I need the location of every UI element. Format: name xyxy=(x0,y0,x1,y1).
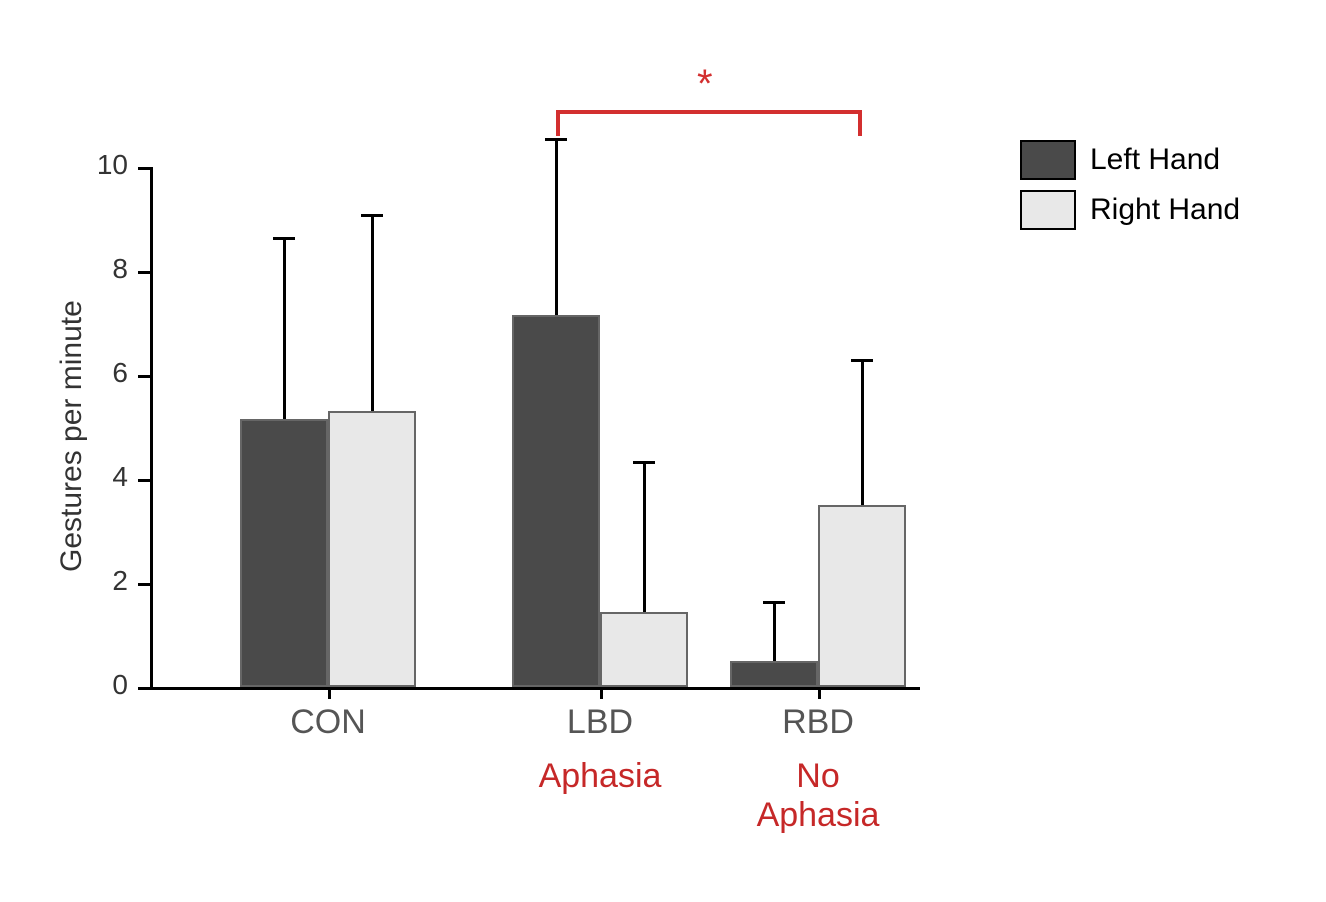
y-tick xyxy=(138,167,150,170)
significance-star: * xyxy=(697,62,713,107)
y-axis-title: Gestures per minute xyxy=(55,300,89,572)
legend-item-left: Left Hand xyxy=(1020,140,1220,180)
x-tick-label: CON xyxy=(258,703,398,742)
x-tick xyxy=(328,687,331,699)
legend-item-right: Right Hand xyxy=(1020,190,1240,230)
error-bar xyxy=(283,237,286,419)
legend-swatch-right xyxy=(1020,190,1076,230)
y-tick-label: 2 xyxy=(88,565,128,597)
x-tick xyxy=(600,687,603,699)
y-tick xyxy=(138,583,150,586)
y-tick xyxy=(138,375,150,378)
error-bar-cap xyxy=(763,601,785,604)
error-bar xyxy=(555,138,558,315)
error-bar xyxy=(643,461,646,612)
error-bar-cap xyxy=(361,214,383,217)
bar-con-right xyxy=(328,411,416,687)
x-tick-label: RBD xyxy=(748,703,888,742)
y-tick-label: 4 xyxy=(88,461,128,493)
y-tick xyxy=(138,687,150,690)
error-bar-cap xyxy=(273,237,295,240)
error-bar-cap xyxy=(633,461,655,464)
error-bar-cap xyxy=(851,359,873,362)
bar-lbd-right xyxy=(600,612,688,687)
y-tick-label: 8 xyxy=(88,253,128,285)
bar-rbd-right xyxy=(818,505,906,687)
x-axis-line xyxy=(150,687,920,690)
y-axis-line xyxy=(150,167,153,687)
error-bar-cap xyxy=(545,138,567,141)
y-tick-label: 10 xyxy=(88,149,128,181)
significance-bracket-v xyxy=(858,110,862,136)
legend-label-left: Left Hand xyxy=(1090,143,1220,177)
x-tick-label: LBD xyxy=(530,703,670,742)
significance-bracket-v xyxy=(556,110,560,136)
annotation-rbd: NoAphasia xyxy=(728,757,908,835)
y-tick-label: 6 xyxy=(88,357,128,389)
y-tick xyxy=(138,271,150,274)
error-bar xyxy=(861,359,864,505)
significance-bracket-h xyxy=(556,110,862,114)
legend-swatch-left xyxy=(1020,140,1076,180)
x-tick xyxy=(818,687,821,699)
error-bar xyxy=(773,601,776,661)
legend-label-right: Right Hand xyxy=(1090,193,1240,227)
y-tick xyxy=(138,479,150,482)
bar-con-left xyxy=(240,419,328,687)
annotation-lbd: Aphasia xyxy=(510,757,690,796)
y-tick-label: 0 xyxy=(88,669,128,701)
error-bar xyxy=(371,214,374,412)
bar-lbd-left xyxy=(512,315,600,687)
bar-rbd-left xyxy=(730,661,818,687)
